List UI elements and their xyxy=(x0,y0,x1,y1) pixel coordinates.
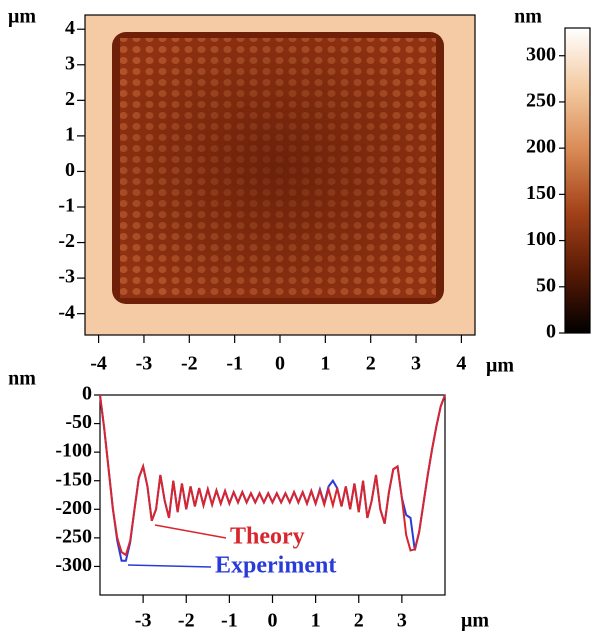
line xyxy=(99,394,446,557)
y-tick-label: -3 xyxy=(58,266,75,288)
leader-line xyxy=(127,564,212,568)
y-tick-label: -2 xyxy=(58,230,75,252)
x-tick-label: -1 xyxy=(221,610,238,632)
x-tick-label: 3 xyxy=(411,353,421,375)
y-tick-label: 3 xyxy=(65,52,75,74)
x-tick-label: 0 xyxy=(268,610,278,632)
x-tick-label: 2 xyxy=(366,353,376,375)
y-tick-label: 1 xyxy=(65,123,75,145)
y-tick-label: -50 xyxy=(65,411,92,433)
y-tick-label: -250 xyxy=(55,525,92,547)
y-tick-label: 0 xyxy=(65,159,75,181)
x-tick-label: -2 xyxy=(178,610,195,632)
y-tick-label: 0 xyxy=(82,383,92,405)
x-tick-label: 4 xyxy=(456,353,466,375)
y-axis-label: nm xyxy=(8,368,36,390)
x-tick-label: 1 xyxy=(311,610,321,632)
y-tick-label: 4 xyxy=(65,17,75,39)
leader-line xyxy=(154,524,227,539)
y-tick-label: -1 xyxy=(58,195,75,217)
y-tick-label: 100 xyxy=(526,228,556,250)
y-tick-label: 50 xyxy=(536,274,556,296)
y-tick-label: 250 xyxy=(526,90,556,112)
y-tick-label: 300 xyxy=(526,43,556,65)
y-tick-label: 150 xyxy=(526,182,556,204)
x-axis-label: μm xyxy=(461,610,489,632)
y-tick-label: -150 xyxy=(55,468,92,490)
x-tick-label: 3 xyxy=(397,610,407,632)
legend-label: Theory xyxy=(230,524,305,550)
y-tick-label: -4 xyxy=(58,301,75,323)
y-tick-label: 2 xyxy=(65,88,75,110)
colorbar xyxy=(564,27,591,334)
x-tick-label: -2 xyxy=(181,353,198,375)
y-tick-label: -200 xyxy=(55,497,92,519)
y-tick-label: -300 xyxy=(55,554,92,576)
x-tick-label: 2 xyxy=(354,610,364,632)
x-tick-label: 0 xyxy=(275,353,285,375)
x-tick-label: -1 xyxy=(226,353,243,375)
y-axis-label: μm xyxy=(8,6,36,28)
y-tick-label: 0 xyxy=(546,321,556,343)
y-tick-label: -100 xyxy=(55,440,92,462)
x-tick-label: 1 xyxy=(320,353,330,375)
afm-image xyxy=(85,15,475,335)
y-axis-label: nm xyxy=(514,6,542,28)
y-tick-label: 200 xyxy=(526,136,556,158)
x-axis-label: μm xyxy=(486,355,514,377)
x-tick-label: -3 xyxy=(136,353,153,375)
x-tick-label: -4 xyxy=(90,353,107,375)
legend-label: Experiment xyxy=(215,553,336,579)
x-tick-label: -3 xyxy=(135,610,152,632)
